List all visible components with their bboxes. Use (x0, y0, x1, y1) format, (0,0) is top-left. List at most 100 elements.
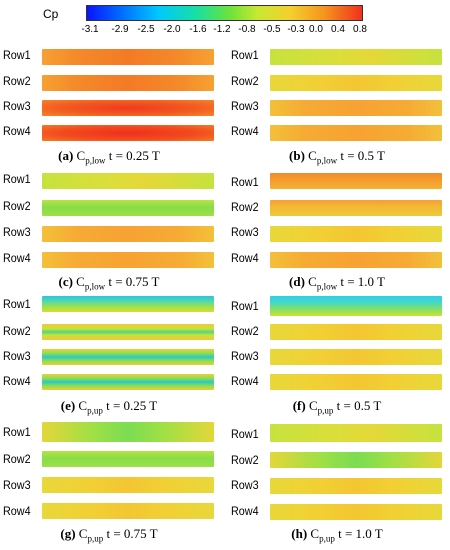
row-label: Row1 (3, 48, 31, 62)
caption-time: t = 1.0 T (340, 274, 385, 289)
row-label: Row2 (231, 200, 259, 214)
row-label: Row2 (231, 324, 259, 338)
colorbar-tick: -3.1 (81, 24, 99, 35)
row-label: Row4 (231, 504, 259, 518)
row-label: Row1 (231, 427, 259, 441)
caption-letter: (g) (60, 526, 76, 541)
row-label: Row3 (231, 478, 259, 492)
pressure-strip (42, 503, 214, 519)
colorbar-tick: 0.8 (353, 24, 367, 35)
row-label: Row4 (3, 504, 31, 518)
row-label: Row3 (3, 225, 31, 239)
colorbar-tick: -2.9 (111, 24, 129, 35)
pressure-strip (42, 200, 214, 216)
colorbar-title: Cp (43, 7, 59, 21)
caption-letter: (c) (58, 274, 73, 289)
row-label: Row3 (231, 349, 259, 363)
caption-letter: (f) (292, 398, 306, 413)
pressure-strip (42, 125, 214, 141)
caption-letter: (a) (58, 148, 74, 163)
panel-caption: (e) Cp,up t = 0.25 T (0, 398, 218, 416)
caption-variable: C (76, 148, 86, 163)
caption-time: t = 0.5 T (340, 148, 385, 163)
row-label: Row1 (3, 172, 31, 186)
caption-letter: (d) (289, 274, 305, 289)
pressure-strip (42, 477, 214, 493)
colorbar-tick: -0.8 (238, 24, 256, 35)
panel-caption: (c) Cp,low t = 0.75 T (0, 274, 218, 292)
pressure-strip (42, 100, 214, 116)
caption-time: t = 0.25 T (108, 148, 160, 163)
row-label: Row1 (3, 297, 31, 311)
pressure-strip (42, 49, 214, 65)
pressure-strip (42, 252, 214, 268)
row-label: Row2 (3, 324, 31, 338)
colorbar-tick: 0.0 (309, 24, 323, 35)
pressure-strip (270, 374, 442, 390)
caption-variable: C (310, 526, 320, 541)
pressure-strip (270, 424, 442, 442)
row-label: Row2 (3, 452, 31, 466)
caption-subscript: p,low (316, 281, 338, 292)
panel-caption: (d) Cp,low t = 1.0 T (228, 274, 446, 292)
panel-g: Row1 Row2 Row3 Row4 (g) Cp,up t = 0.75 T (0, 419, 218, 550)
row-label: Row3 (3, 349, 31, 363)
row-label: Row2 (3, 74, 31, 88)
panel-a: Row1 Row2 Row3 Row4 (a) Cp,low t = 0.25 … (0, 44, 218, 167)
colorbar-tick: -0.5 (263, 24, 281, 35)
panel-caption: (g) Cp,up t = 0.75 T (0, 526, 218, 544)
colorbar-tick: -2.0 (163, 24, 181, 35)
caption-time: t = 0.75 T (108, 274, 160, 289)
row-label: Row1 (231, 48, 259, 62)
pressure-strip (270, 478, 442, 494)
panel-b: Row1 Row2 Row3 Row4 (b) Cp,low t = 0.5 T (228, 44, 446, 167)
pressure-strip (270, 200, 442, 216)
caption-subscript: p,up (87, 533, 104, 544)
panel-d: Row1 Row2 Row3 Row4 (d) Cp,low t = 1.0 T (228, 168, 446, 293)
panel-c: Row1 Row2 Row3 Row4 (c) Cp,low t = 0.75 … (0, 168, 218, 293)
caption-subscript: p,low (84, 281, 106, 292)
colorbar-tick: -1.6 (189, 24, 207, 35)
caption-time: t = 0.75 T (106, 526, 158, 541)
pressure-strip (270, 452, 442, 468)
pressure-strip (270, 504, 442, 520)
caption-time: t = 0.25 T (106, 398, 158, 413)
pressure-strip (42, 422, 214, 442)
row-label: Row3 (231, 99, 259, 113)
row-label: Row4 (231, 374, 259, 388)
row-label: Row1 (3, 425, 31, 439)
caption-letter: (h) (291, 526, 308, 541)
pressure-strip (270, 296, 442, 316)
caption-subscript: p,up (87, 405, 103, 416)
caption-subscript: p,low (85, 155, 106, 166)
row-label: Row4 (3, 374, 31, 388)
pressure-strip (42, 296, 214, 312)
panel-caption: (b) Cp,low t = 0.5 T (228, 148, 446, 166)
row-label: Row4 (3, 251, 31, 265)
row-label: Row4 (231, 251, 259, 265)
colorbar-tick: 0.4 (331, 24, 345, 35)
row-label: Row2 (231, 453, 259, 467)
panel-f: Row1 Row2 Row3 Row4 (f) Cp,up t = 0.5 T (228, 294, 446, 418)
row-label: Row2 (231, 74, 259, 88)
caption-time: t = 1.0 T (338, 526, 383, 541)
pressure-strip (270, 125, 442, 141)
pressure-strip (42, 173, 214, 189)
pressure-strip (270, 349, 442, 365)
row-label: Row2 (3, 199, 31, 213)
caption-subscript: p,up (319, 533, 335, 544)
caption-letter: (e) (60, 398, 76, 413)
panel-caption: (h) Cp,up t = 1.0 T (228, 526, 446, 544)
caption-variable: C (308, 398, 318, 413)
caption-letter: (b) (289, 148, 305, 163)
pressure-strip (270, 252, 442, 268)
panel-caption: (a) Cp,low t = 0.25 T (0, 148, 218, 166)
row-label: Row3 (3, 478, 31, 492)
colorbar-tick: -2.5 (137, 24, 155, 35)
pressure-strip (270, 226, 442, 242)
pressure-strip (42, 349, 214, 365)
row-label: Row3 (231, 225, 259, 239)
caption-variable: C (78, 398, 88, 413)
caption-variable: C (308, 148, 317, 163)
pressure-strip (42, 75, 214, 91)
